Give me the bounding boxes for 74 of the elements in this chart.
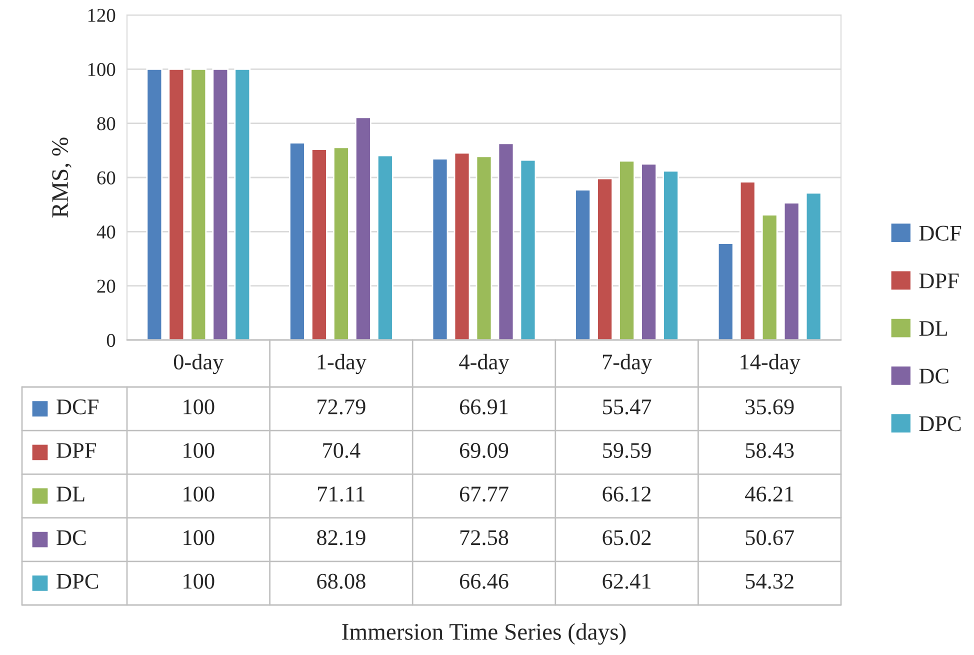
data-label: 65.02 bbox=[602, 530, 651, 546]
text: DC bbox=[56, 530, 86, 546]
y-tick-label: 20 bbox=[97, 280, 116, 293]
bar bbox=[596, 178, 613, 340]
bar bbox=[498, 142, 514, 340]
bar bbox=[212, 68, 229, 340]
data-label: 82.19 bbox=[317, 530, 366, 546]
bar bbox=[432, 158, 448, 340]
text: DL bbox=[56, 486, 84, 502]
bar bbox=[717, 242, 734, 340]
legend-label: DPC bbox=[919, 416, 961, 432]
bar bbox=[168, 68, 185, 340]
y-tick-label: 40 bbox=[96, 225, 116, 239]
data-label: 100 bbox=[184, 574, 214, 589]
text: DPC bbox=[56, 574, 98, 589]
bar bbox=[289, 142, 306, 340]
text: Immersion Time Series (days) bbox=[342, 623, 626, 645]
data-label: 100 bbox=[184, 530, 214, 546]
y-tick-label: 60 bbox=[97, 171, 116, 184]
data-label: 69.09 bbox=[460, 442, 508, 458]
legend-label: DCF bbox=[56, 399, 98, 414]
data-label: 62.41 bbox=[602, 574, 650, 589]
data-label: 72.58 bbox=[460, 530, 508, 546]
bar bbox=[454, 152, 470, 340]
bar bbox=[333, 146, 350, 340]
data-label: 100 bbox=[184, 486, 214, 502]
bar bbox=[376, 154, 394, 340]
data-label: 66.46 bbox=[460, 574, 508, 589]
x-tick-label: 7-day bbox=[602, 354, 652, 374]
bar bbox=[783, 202, 800, 340]
bar bbox=[311, 148, 328, 340]
y-tick-label: 80 bbox=[97, 117, 116, 130]
y-tick-label: 100 bbox=[88, 62, 116, 76]
data-label: 35.69 bbox=[746, 399, 794, 414]
x-tick-label: 4-day bbox=[459, 354, 510, 374]
data-label: 71.11 bbox=[318, 486, 364, 502]
data-label: 46.21 bbox=[745, 486, 794, 502]
x-tick-label: 0-day bbox=[174, 354, 224, 374]
bar bbox=[805, 192, 822, 340]
y-axis-title: RMS, % bbox=[52, 138, 72, 218]
bar bbox=[476, 156, 492, 340]
bar bbox=[146, 68, 163, 340]
x-tick-label: 1-day bbox=[318, 354, 366, 374]
legend-label: DPF bbox=[56, 443, 96, 458]
legend-label: DC bbox=[919, 368, 948, 384]
data-label: 55.47 bbox=[603, 400, 652, 414]
y-tick-label: 0 bbox=[106, 334, 116, 347]
data-label: 72.79 bbox=[318, 399, 366, 414]
bar bbox=[761, 214, 778, 340]
data-label: 68.08 bbox=[317, 574, 366, 589]
data-label: 66.91 bbox=[460, 399, 508, 414]
bar bbox=[662, 170, 679, 340]
data-label: 50.67 bbox=[746, 530, 794, 546]
data-label: 100 bbox=[184, 399, 214, 414]
bar bbox=[618, 160, 635, 340]
bar bbox=[190, 68, 207, 340]
data-label: 70.4 bbox=[323, 442, 360, 458]
data-label: 54.32 bbox=[746, 574, 794, 589]
data-label: 67.77 bbox=[460, 486, 508, 502]
bar bbox=[574, 189, 592, 340]
legend-label: DL bbox=[919, 321, 947, 336]
bar bbox=[234, 68, 251, 340]
bar bbox=[520, 159, 536, 340]
data-label: 59.59 bbox=[603, 443, 651, 458]
text: DCF bbox=[919, 226, 962, 241]
bar bbox=[355, 116, 372, 340]
data-label: 58.43 bbox=[746, 442, 794, 458]
bar bbox=[739, 181, 756, 340]
text: DPF bbox=[919, 274, 959, 288]
x-tick-label: 14-day bbox=[740, 354, 800, 374]
data-label: 66.12 bbox=[602, 486, 651, 502]
y-tick-label: 120 bbox=[88, 8, 116, 22]
data-label: 100 bbox=[184, 442, 214, 458]
bar bbox=[640, 163, 657, 340]
